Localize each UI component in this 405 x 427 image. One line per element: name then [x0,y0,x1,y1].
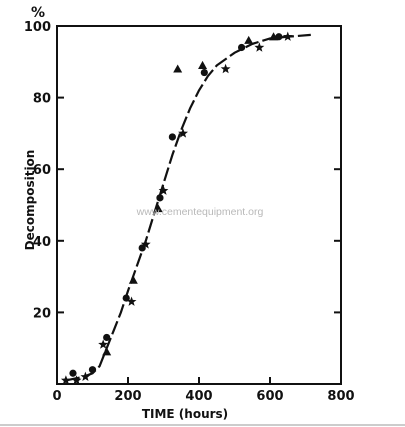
circle-point-6 [168,133,176,141]
watermark: www.cementequipment.org [136,206,264,218]
circle-point-5 [156,194,164,202]
star-point-10 [282,31,293,41]
star-point-2 [80,371,91,381]
axis-ticks: 0 200 400 600 800 20 40 60 80 100 [24,20,355,404]
data-points [60,31,293,385]
triangle-point-3 [173,64,183,73]
y-axis-unit: % [31,5,45,21]
circle-point-7 [200,68,208,77]
triangle-point-1 [128,275,138,284]
x-tick-label-2: 400 [185,389,212,404]
circle-point-3 [122,294,130,302]
star-point-3 [98,339,109,349]
triangle-point-5 [244,35,254,44]
circle-point-2 [103,333,111,342]
triangle-point-2 [153,204,163,213]
y-tick-label-0: 20 [33,306,51,321]
plot-frame [56,25,342,385]
star-point-0 [60,375,71,385]
circle-point-8 [238,43,246,52]
y-tick-label-1: 40 [33,235,51,250]
triangle-point-4 [198,60,208,69]
circle-point-9 [275,33,283,41]
star-point-5 [140,239,151,249]
star-point-4 [126,296,137,306]
circle-point-0 [69,369,77,377]
y-tick-label-2: 60 [33,163,51,178]
circle-point-1 [88,366,97,374]
x-tick-label-4: 800 [327,389,354,404]
y-tick-label-3: 80 [33,92,51,107]
y-tick-label-4: 100 [24,20,51,35]
triangle-point-6 [269,32,279,41]
x-axis-title: TIME (hours) [142,407,228,421]
x-tick-label-1: 200 [114,389,141,404]
x-tick-label-0: 0 [52,389,61,404]
star-point-7 [178,128,188,138]
star-point-9 [254,42,265,52]
x-tick-label-3: 600 [256,389,283,404]
star-point-8 [220,63,231,74]
triangle-point-0 [102,347,112,356]
y-axis-title: Decomposition [23,150,37,251]
star-point-6 [158,185,169,195]
star-point-1 [71,375,82,385]
